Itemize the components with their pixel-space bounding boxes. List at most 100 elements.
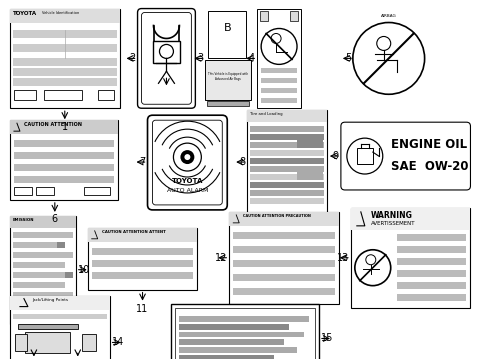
Bar — [13, 262, 64, 268]
Bar — [98, 90, 113, 100]
Bar — [14, 90, 36, 100]
Text: 3: 3 — [197, 53, 203, 63]
Bar — [83, 187, 109, 195]
Bar — [396, 234, 466, 241]
Bar — [233, 288, 334, 294]
Bar — [356, 148, 372, 164]
Bar — [18, 324, 78, 329]
Text: 13: 13 — [336, 253, 348, 263]
Text: AUTO ALARM: AUTO ALARM — [166, 188, 208, 193]
Bar — [87, 228, 197, 242]
Text: 14: 14 — [111, 337, 123, 347]
Bar — [10, 216, 76, 324]
Text: ENGINE OIL: ENGINE OIL — [390, 138, 466, 151]
Bar — [179, 332, 304, 337]
Bar — [396, 294, 466, 301]
Text: 15: 15 — [320, 333, 333, 343]
Bar — [179, 339, 284, 346]
Bar — [10, 296, 109, 360]
Bar — [13, 314, 106, 319]
Bar — [233, 246, 334, 253]
Text: 9: 9 — [332, 151, 338, 161]
Bar — [261, 78, 296, 83]
Text: 6: 6 — [52, 214, 58, 224]
Bar — [57, 242, 64, 248]
Bar — [92, 272, 193, 279]
Text: 11: 11 — [136, 303, 148, 314]
Bar — [152, 41, 180, 63]
Bar — [350, 208, 469, 307]
Bar — [14, 164, 113, 171]
Bar — [250, 190, 323, 196]
Bar — [396, 270, 466, 277]
Text: Tire and Loading: Tire and Loading — [250, 112, 282, 116]
Bar — [13, 252, 73, 258]
Bar — [229, 212, 338, 226]
Bar — [14, 152, 113, 159]
Bar — [396, 282, 466, 289]
Bar — [14, 140, 113, 147]
Bar — [57, 302, 64, 307]
FancyBboxPatch shape — [141, 13, 191, 104]
Text: WARNING: WARNING — [370, 211, 412, 220]
Circle shape — [180, 150, 194, 164]
Bar — [13, 242, 64, 248]
Bar — [10, 120, 118, 134]
Bar — [250, 166, 323, 172]
Bar — [10, 9, 120, 23]
Text: Jack/Lifting Points: Jack/Lifting Points — [32, 298, 68, 302]
Bar — [13, 58, 116, 66]
Bar — [289, 10, 297, 21]
Bar — [296, 166, 322, 180]
Bar — [208, 10, 245, 58]
Text: 1: 1 — [61, 122, 68, 132]
Bar — [179, 347, 296, 354]
Bar — [10, 216, 76, 228]
Bar — [13, 282, 64, 288]
Bar — [250, 158, 323, 164]
Bar — [13, 78, 116, 86]
Bar — [250, 150, 323, 156]
Circle shape — [184, 154, 190, 160]
Bar — [233, 274, 334, 281]
FancyBboxPatch shape — [147, 115, 227, 210]
Bar — [13, 68, 116, 76]
Bar — [247, 110, 326, 122]
Text: Vehicle Identification: Vehicle Identification — [42, 10, 79, 14]
Bar — [14, 187, 32, 195]
Bar — [175, 307, 314, 360]
Bar — [247, 110, 326, 215]
Text: 7: 7 — [139, 157, 145, 167]
Bar — [396, 246, 466, 253]
Text: AIRBAG: AIRBAG — [380, 14, 396, 18]
Bar — [92, 260, 193, 267]
Text: TOYOTA: TOYOTA — [13, 10, 37, 15]
Bar — [261, 88, 296, 93]
Bar — [261, 98, 296, 103]
Bar — [13, 272, 73, 278]
FancyBboxPatch shape — [152, 120, 222, 205]
Bar — [13, 31, 116, 39]
Text: This Vehicle is Equipped with
Advanced Air Bags: This Vehicle is Equipped with Advanced A… — [208, 72, 248, 81]
Text: 8: 8 — [239, 157, 244, 167]
Bar — [233, 260, 334, 267]
Bar — [171, 303, 318, 360]
Bar — [250, 134, 323, 140]
Bar — [250, 126, 323, 132]
Bar — [250, 174, 323, 180]
Text: EMISSION: EMISSION — [13, 218, 34, 222]
Text: CAUTION ATTENTION ATTENT: CAUTION ATTENTION ATTENT — [102, 230, 165, 234]
Bar — [179, 324, 288, 329]
Bar — [250, 198, 323, 204]
Bar — [13, 44, 116, 53]
Bar — [15, 333, 27, 351]
Bar — [179, 355, 274, 360]
Bar — [250, 142, 323, 148]
Bar — [87, 228, 197, 290]
Bar — [350, 208, 469, 230]
Bar — [296, 134, 322, 148]
Bar — [92, 248, 193, 255]
Bar — [14, 176, 113, 183]
Bar — [205, 60, 251, 100]
Text: SAE  OW-20: SAE OW-20 — [390, 160, 468, 173]
